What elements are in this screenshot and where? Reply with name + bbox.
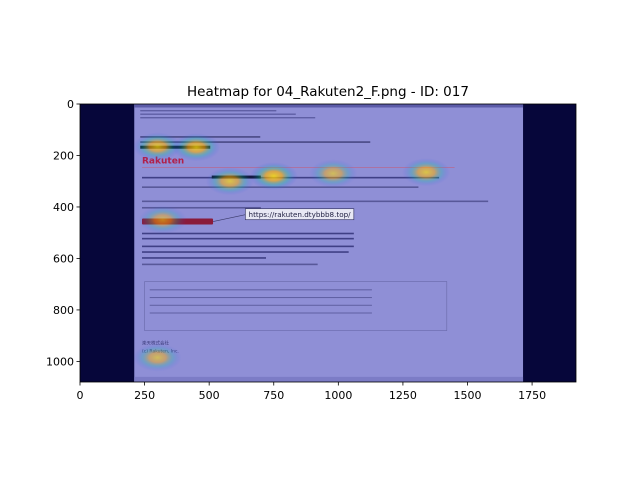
chart-title: Heatmap for 04_Rakuten2_F.png - ID: 017 (187, 84, 469, 100)
email-toolbar-line (140, 113, 296, 115)
rakuten-logo: Rakuten (142, 157, 184, 167)
email-subject-line (140, 141, 371, 143)
email-text-line (142, 251, 349, 253)
hotspot-layer (133, 132, 451, 372)
heat-spot (205, 167, 254, 196)
y-tick-label: 1000 (46, 355, 74, 368)
email-text-line (142, 232, 354, 235)
x-tick-label: 750 (263, 389, 284, 402)
heat-spot (309, 159, 358, 188)
y-tick-label: 200 (53, 149, 74, 162)
email-text-line (142, 263, 318, 266)
footer-company: 楽天株式会社 (142, 340, 169, 347)
x-tick-label: 500 (199, 389, 220, 402)
y-axis: 0 200 400 600 800 1000 (46, 98, 80, 368)
email-text-line (142, 206, 261, 209)
heat-spot (172, 133, 221, 162)
email-toolbar-line (140, 110, 277, 112)
plot-frame (79, 103, 577, 383)
x-tick-label: 1750 (518, 389, 546, 402)
heat-spot (133, 343, 182, 372)
x-tick-label: 1000 (324, 389, 352, 402)
x-axis: 0 250 500 750 1000 1250 1500 1750 (77, 382, 546, 402)
tooltip-pointer (212, 214, 246, 222)
heat-spot (402, 158, 451, 187)
email-text-line (142, 237, 354, 240)
heat-spot (249, 162, 298, 191)
x-tick-label: 250 (134, 389, 155, 402)
email-text-line (142, 200, 489, 203)
logo-divider (142, 167, 455, 168)
email-notes-line (149, 312, 372, 314)
email-notes-line (149, 289, 372, 291)
y-tick-label: 400 (53, 201, 74, 214)
y-tick-label: 600 (53, 252, 74, 265)
x-tick-label: 0 (77, 389, 84, 402)
email-text-line (142, 245, 354, 248)
x-tick-label: 1500 (454, 389, 482, 402)
email-titlebar (134, 104, 524, 108)
email-notes-box (144, 281, 448, 331)
heat-spot (138, 205, 187, 234)
email-statusbar (134, 376, 524, 382)
x-tick-label: 1250 (389, 389, 417, 402)
y-tick-label: 0 (67, 98, 74, 111)
email-text-line (142, 257, 266, 259)
email-notes-line (149, 304, 372, 306)
email-notes-line (149, 297, 372, 299)
email-toolbar-line (140, 117, 316, 119)
url-tooltip-text: https://rakuten.dtybbb8.top/ (249, 210, 352, 219)
y-tick-label: 800 (53, 304, 74, 317)
heat-spot (133, 132, 182, 161)
url-tooltip (244, 208, 355, 221)
